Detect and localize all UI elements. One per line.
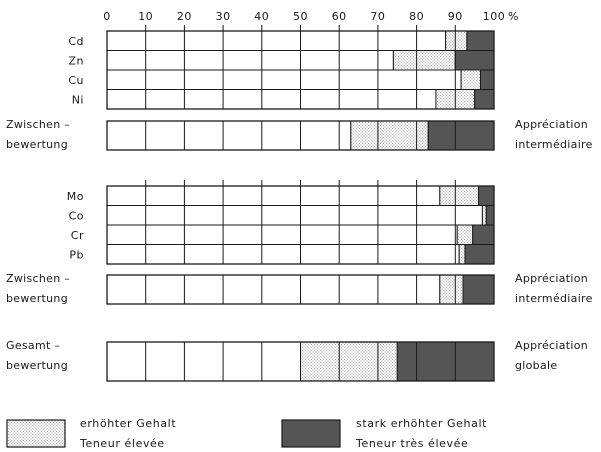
x-tick-label: 100 xyxy=(483,10,506,23)
bar-area xyxy=(106,25,495,382)
legend-swatch-strongly-elevated xyxy=(281,419,341,448)
row-label-pb: Pb xyxy=(69,248,84,261)
legend-label-strongly-elevated: Teneur très élevée xyxy=(355,437,468,450)
bar-pb-segment-elevated xyxy=(458,244,466,265)
summary-1-frame xyxy=(106,120,495,151)
x-tick-label: 30 xyxy=(216,10,231,23)
total-frame xyxy=(106,341,495,382)
x-tick-label: 60 xyxy=(332,10,347,23)
summary-1-label-de: bewertung xyxy=(6,138,68,151)
row-label-cr: Cr xyxy=(71,229,84,242)
bar-cu-segment-strongly_elevated xyxy=(479,69,495,90)
group0-frame xyxy=(106,30,495,110)
group1-frame xyxy=(106,185,495,265)
x-unit-label: % xyxy=(508,10,519,23)
summary-2-label-de: bewertung xyxy=(6,292,68,305)
x-tick-label: 40 xyxy=(254,10,269,23)
summary-2-label-fr: intermédiaire xyxy=(515,292,593,305)
x-tick-label: 80 xyxy=(409,10,424,23)
legend-label-elevated: erhöhter Gehalt xyxy=(80,417,176,430)
x-axis: 0 10 20 30 40 50 60 70 80 90 100% xyxy=(103,10,519,23)
legend-swatch-elevated xyxy=(6,419,66,448)
bar-cd-segment-normal xyxy=(106,30,447,51)
summary-2-label-fr: Appréciation xyxy=(515,272,588,285)
x-tick-label: 70 xyxy=(370,10,385,23)
row-label-co: Co xyxy=(69,209,84,222)
bar-ni-segment-strongly_elevated xyxy=(474,89,495,110)
summary-2-label-de: Zwischen – xyxy=(6,272,70,285)
row-label-cd: Cd xyxy=(68,35,84,48)
total-label-de: bewertung xyxy=(6,359,68,372)
row-label-mo: Mo xyxy=(67,190,84,203)
x-tick-label: 20 xyxy=(177,10,192,23)
total-segment-strongly_elevated xyxy=(396,341,495,382)
total-label-fr: globale xyxy=(515,359,557,372)
bar-pb-segment-strongly_elevated xyxy=(464,244,495,265)
bar-mo-segment-normal xyxy=(106,185,441,206)
summary-2-segment-elevated xyxy=(439,274,464,305)
total-label-fr: Appréciation xyxy=(515,339,588,352)
row-label-ni: Ni xyxy=(72,93,84,106)
x-tick-label: 50 xyxy=(293,10,308,23)
row-label-cu: Cu xyxy=(68,74,84,87)
x-tick-label: 90 xyxy=(448,10,463,23)
bar-zn-segment-elevated xyxy=(392,50,456,71)
summary-2-frame xyxy=(106,274,495,305)
bar-cr-segment-normal xyxy=(106,224,458,245)
total-segment-elevated xyxy=(300,341,398,382)
bar-cu-segment-elevated xyxy=(460,69,481,90)
bar-pb-segment-normal xyxy=(106,244,460,265)
bar-zn-segment-strongly_elevated xyxy=(454,50,495,71)
summary-1-label-de: Zwischen – xyxy=(6,118,70,131)
legend-label-elevated: Teneur élevée xyxy=(79,437,165,450)
bar-cr-segment-strongly_elevated xyxy=(472,224,495,245)
summary-2-segment-normal xyxy=(106,274,441,305)
bar-co-segment-normal xyxy=(106,205,483,226)
legend: erhöhter Gehalt Teneur élevée stark erhöht… xyxy=(6,417,487,450)
summary-1-label-fr: Appréciation xyxy=(515,118,588,131)
summary-1-label-fr: intermédiaire xyxy=(515,138,593,151)
bar-co-segment-strongly_elevated xyxy=(485,205,495,226)
bar-zn-segment-normal xyxy=(106,50,394,71)
bar-cd-segment-elevated xyxy=(445,30,468,51)
total-segment-normal xyxy=(106,341,301,382)
summary-2-segment-strongly_elevated xyxy=(462,274,495,305)
row-label-zn: Zn xyxy=(68,54,84,67)
bar-cu-segment-normal xyxy=(106,69,462,90)
summary-1-segment-strongly_elevated xyxy=(427,120,495,151)
x-tick-label: 10 xyxy=(138,10,153,23)
bar-cd-segment-strongly_elevated xyxy=(466,30,495,51)
bar-mo-segment-elevated xyxy=(439,185,480,206)
bar-cr-segment-elevated xyxy=(456,224,474,245)
total-label-de: Gesamt – xyxy=(6,339,60,352)
legend-label-strongly-elevated: stark erhöhter Gehalt xyxy=(356,417,487,430)
bar-co-segment-elevated xyxy=(481,205,487,226)
bar-ni-segment-normal xyxy=(106,89,437,110)
x-tick-label: 0 xyxy=(103,10,111,23)
summary-1-segment-normal xyxy=(106,120,352,151)
bar-mo-segment-strongly_elevated xyxy=(478,185,495,206)
